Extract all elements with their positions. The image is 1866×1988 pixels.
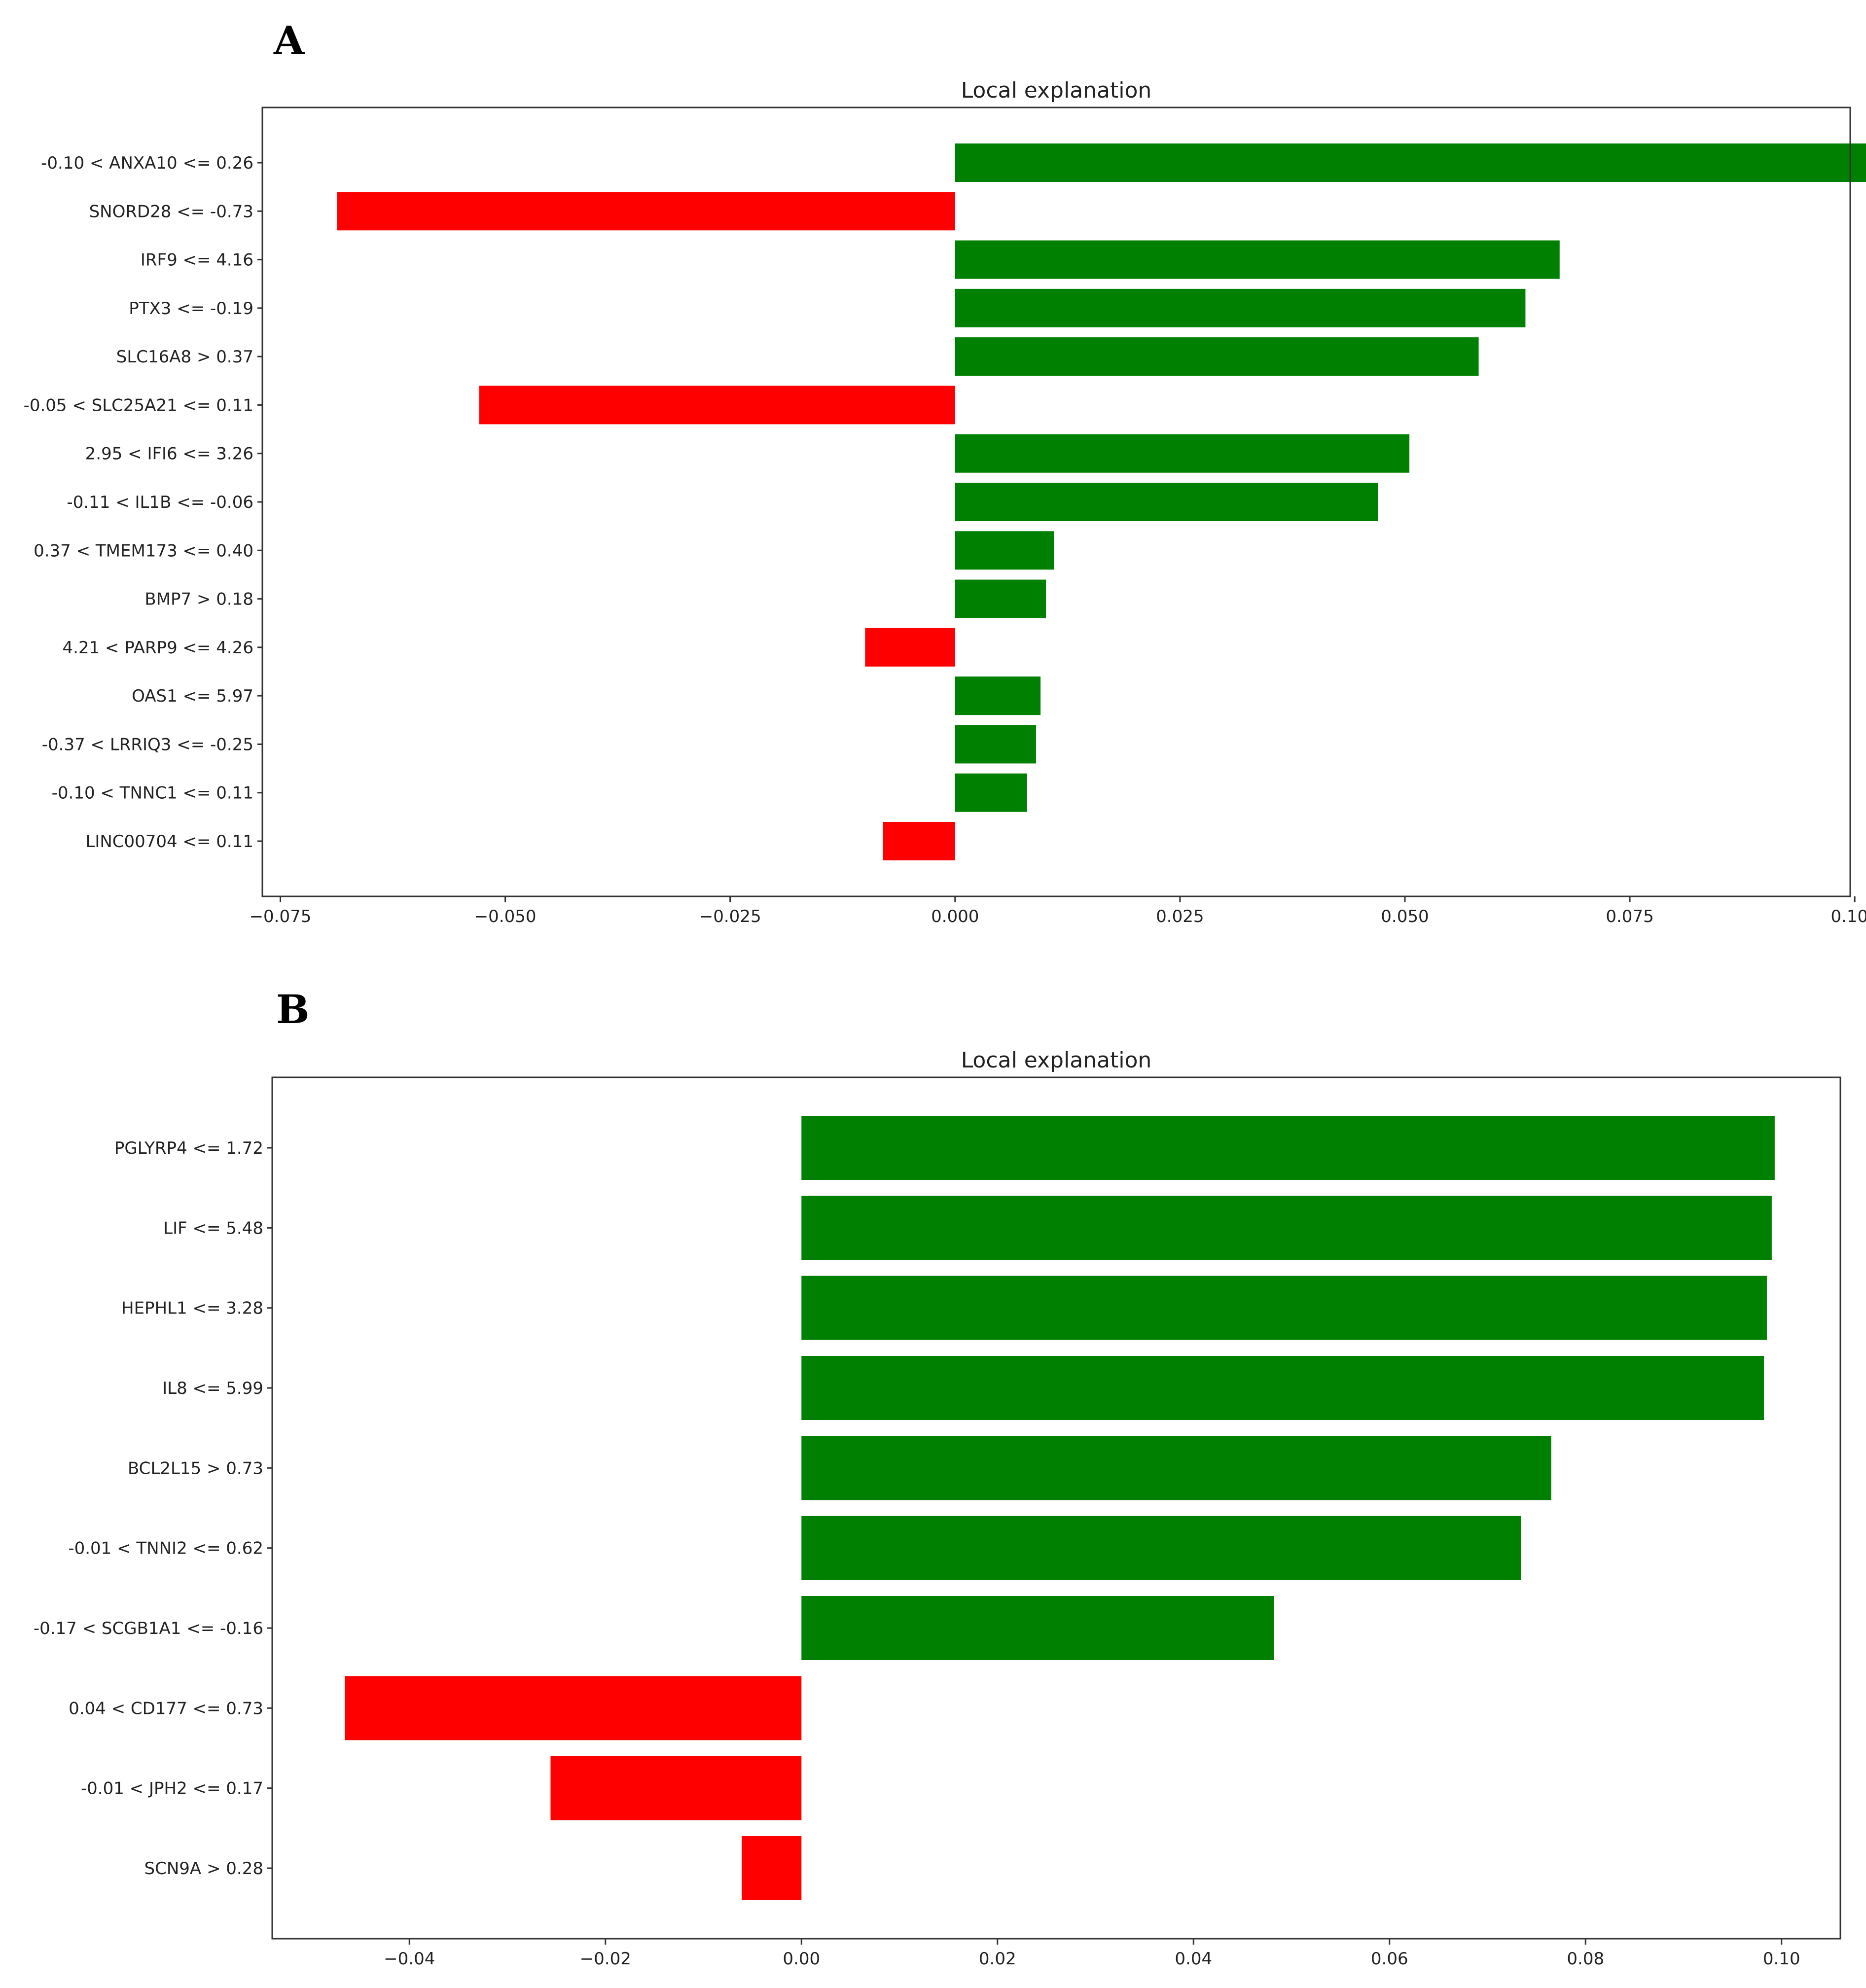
bar-4: [801, 1356, 1764, 1420]
bar-3: [955, 240, 1560, 279]
panel-label-a: A: [274, 17, 305, 64]
plot-frame: [261, 106, 1851, 897]
y-tick-label: PTX3 <= -0.19: [129, 299, 253, 319]
bar-2: [801, 1196, 1772, 1260]
bar-8: [345, 1676, 802, 1740]
y-tick-label: SLC16A8 > 0.37: [116, 347, 253, 367]
bar-6: [479, 386, 955, 425]
plot-frame: [271, 1076, 1841, 1940]
x-tick-label: 0.04: [1175, 1949, 1212, 1969]
y-tick-label: -0.17 < SCGB1A1 <= -0.16: [34, 1619, 263, 1638]
chart-title: Local explanation: [961, 1048, 1152, 1073]
bar-7: [955, 434, 1410, 473]
bar-5: [955, 337, 1479, 376]
x-tick-label: 0.100: [1830, 907, 1866, 926]
y-tick-label: 4.21 < PARP9 <= 4.26: [63, 638, 253, 658]
y-tick-label: HEPHL1 <= 3.28: [121, 1299, 263, 1318]
y-tick-label: -0.11 < IL1B <= -0.06: [67, 493, 253, 512]
x-tick-label: 0.00: [783, 1949, 820, 1969]
x-tick-label: 0.000: [931, 907, 979, 926]
x-tick-label: 0.10: [1763, 1949, 1800, 1969]
y-tick-label: PGLYRP4 <= 1.72: [114, 1138, 263, 1158]
bar-11: [865, 628, 955, 667]
x-tick-label: −0.050: [474, 907, 537, 926]
bar-14: [955, 773, 1027, 812]
bar-15: [883, 822, 955, 860]
bar-1: [955, 143, 1866, 182]
x-tick-label: 0.050: [1381, 907, 1429, 926]
x-tick-label: 0.08: [1567, 1949, 1604, 1969]
y-tick-label: SCN9A > 0.28: [144, 1859, 263, 1879]
y-tick-label: 0.37 < TMEM173 <= 0.40: [34, 541, 253, 561]
x-tick-label: 0.02: [979, 1949, 1016, 1969]
y-tick-label: 2.95 < IFI6 <= 3.26: [85, 444, 253, 464]
x-tick-label: −0.075: [250, 907, 312, 926]
local-explanation-chart-a: Local explanation -0.10 < ANXA10 <= 0.26 S…: [24, 78, 1866, 926]
bar-12: [955, 676, 1041, 715]
bar-7: [801, 1596, 1274, 1660]
y-tick-label: -0.10 < ANXA10 <= 0.26: [41, 153, 253, 173]
y-tick-label: -0.10 < TNNC1 <= 0.11: [52, 783, 253, 803]
bar-10: [955, 579, 1046, 618]
y-tick-label: SNORD28 <= -0.73: [89, 202, 253, 221]
y-tick-label: LINC00704 <= 0.11: [85, 832, 253, 852]
panel-label-b: B: [276, 986, 310, 1032]
y-tick-label: 0.04 < CD177 <= 0.73: [69, 1699, 263, 1718]
y-tick-label: LIF <= 5.48: [163, 1218, 263, 1238]
bar-4: [955, 288, 1526, 327]
x-tick-label: 0.075: [1606, 907, 1653, 926]
x-tick-label: 0.06: [1371, 1949, 1408, 1969]
y-tick-label: BCL2L15 > 0.73: [128, 1458, 263, 1478]
y-tick-label: BMP7 > 0.18: [144, 590, 253, 609]
bar-9: [550, 1756, 802, 1820]
bar-1: [801, 1116, 1775, 1180]
bar-6: [801, 1516, 1521, 1580]
bar-8: [955, 483, 1378, 521]
bar-3: [801, 1276, 1767, 1340]
bar-2: [337, 192, 955, 231]
y-tick-label: -0.05 < SLC25A21 <= 0.11: [24, 395, 253, 415]
x-tick-label: −0.02: [580, 1949, 631, 1969]
bar-13: [955, 725, 1036, 764]
bar-5: [801, 1436, 1551, 1500]
chart-title: Local explanation: [961, 78, 1152, 103]
y-tick-label: IL8 <= 5.99: [162, 1379, 263, 1398]
y-tick-label: IRF9 <= 4.16: [141, 250, 253, 270]
bar-10: [742, 1836, 802, 1900]
y-tick-label: -0.01 < TNNI2 <= 0.62: [68, 1539, 263, 1559]
bar-9: [955, 531, 1054, 570]
y-tick-label: -0.37 < LRRIQ3 <= -0.25: [42, 735, 253, 754]
x-tick-label: 0.025: [1156, 907, 1204, 926]
x-tick-label: −0.025: [699, 907, 761, 926]
x-tick-label: −0.04: [384, 1949, 435, 1969]
y-tick-label: -0.01 < JPH2 <= 0.17: [81, 1779, 263, 1799]
y-tick-label: OAS1 <= 5.97: [132, 686, 253, 706]
